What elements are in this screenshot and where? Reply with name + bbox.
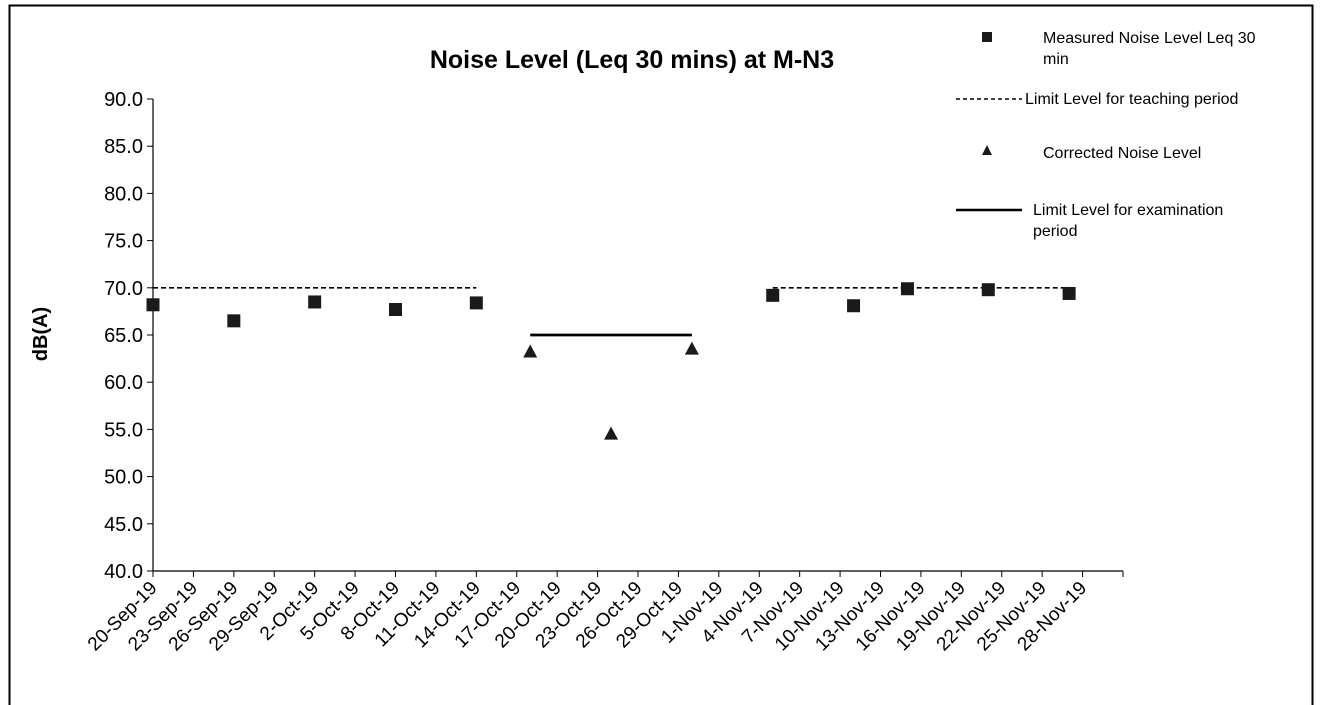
y-tick-label: 90.0 xyxy=(104,89,143,111)
measured-point xyxy=(308,295,322,309)
measured-point xyxy=(469,296,483,310)
corrected-point xyxy=(684,341,699,355)
plot-lines xyxy=(153,286,1070,337)
legend-label-measured: Measured Noise Level Leq 30 min xyxy=(1043,30,1256,68)
measured-point xyxy=(146,298,160,312)
measured-point xyxy=(766,288,780,302)
y-tick-label: 70.0 xyxy=(104,278,143,300)
corrected-point xyxy=(604,426,619,440)
y-tick-label: 85.0 xyxy=(104,136,143,158)
measured-point xyxy=(847,299,861,313)
legend-marker-square xyxy=(982,32,992,42)
measured-point xyxy=(981,283,995,297)
y-ticks: 40.0 45.0 50.0 55.0 60.0 65.0 70.0 75.0 80.0 85.0… xyxy=(104,89,153,583)
y-tick-label: 80.0 xyxy=(104,183,143,205)
y-tick-label: 50.0 xyxy=(104,467,143,489)
measured-point xyxy=(389,303,402,317)
measured-point xyxy=(1062,286,1076,300)
y-tick-label: 45.0 xyxy=(104,514,143,536)
plot-markers xyxy=(146,282,1076,440)
y-tick-label: 65.0 xyxy=(104,325,143,347)
legend-marker-triangle xyxy=(982,145,992,155)
y-tick-label: 75.0 xyxy=(104,231,143,253)
y-tick-label: 55.0 xyxy=(104,419,143,441)
y-axis-label: dB(A) xyxy=(30,307,52,361)
legend-label-teaching: Limit Level for teaching period xyxy=(1025,91,1238,108)
legend-label-corrected: Corrected Noise Level xyxy=(1043,145,1201,162)
measured-point xyxy=(900,282,914,296)
legend: Measured Noise Level Leq 30 min Limit Lev… xyxy=(956,30,1256,240)
y-tick-label: 60.0 xyxy=(104,372,143,394)
chart-title: Noise Level (Leq 30 mins) at M-N3 xyxy=(430,46,834,74)
measured-point xyxy=(227,314,241,328)
chart-border xyxy=(8,4,1314,705)
corrected-point xyxy=(523,344,538,358)
legend-label-examination: Limit Level for examination period xyxy=(1033,202,1223,240)
y-tick-label: 40.0 xyxy=(104,561,143,583)
x-ticks: 20-Sep-1923-Sep-1926-Sep-1929-Sep-192-Oc… xyxy=(84,571,1124,655)
